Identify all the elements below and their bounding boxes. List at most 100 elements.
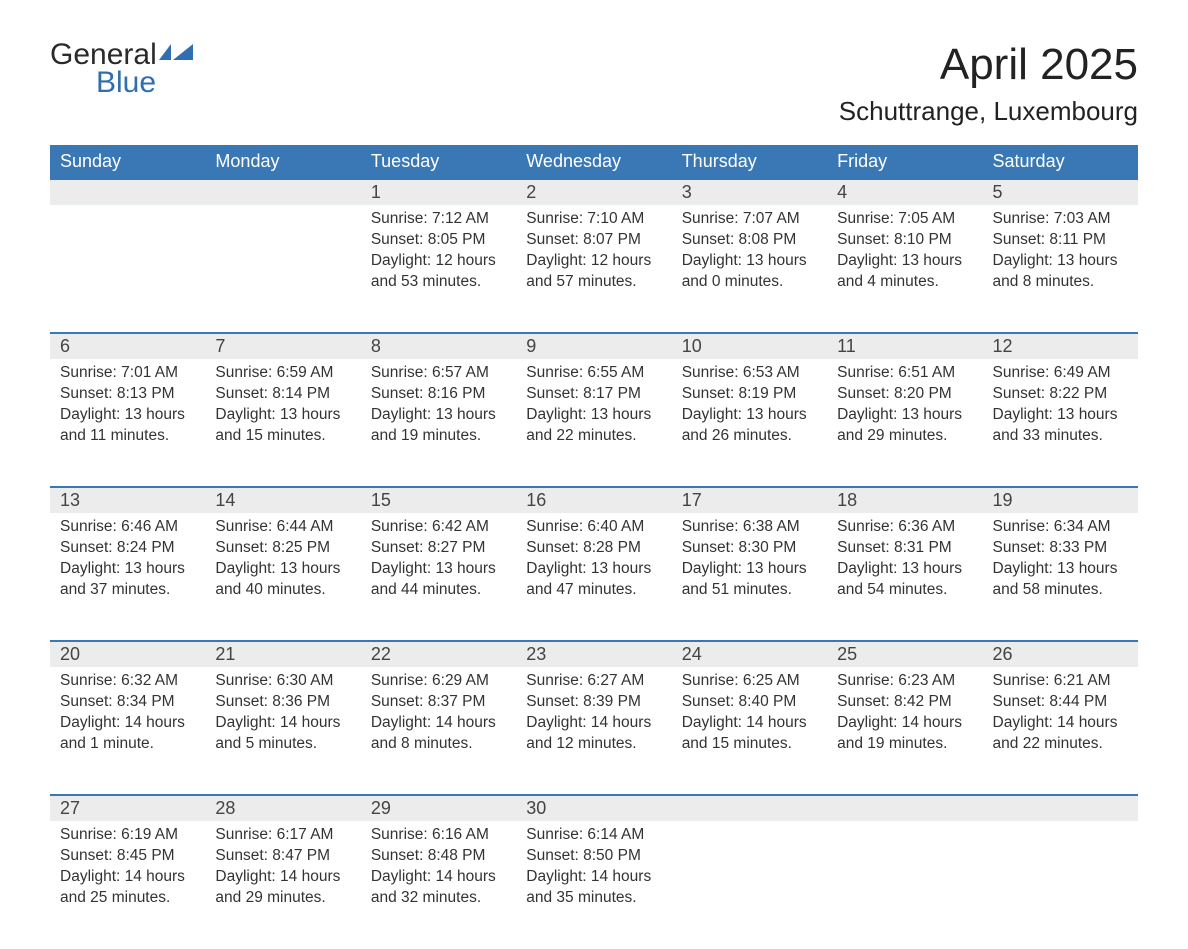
sunrise-line: Sunrise: 6:44 AM: [215, 517, 350, 538]
sunrise-line: Sunrise: 6:53 AM: [682, 363, 817, 384]
daylight-line: Daylight: 13 hours and 51 minutes.: [682, 559, 817, 601]
daylight-line: Daylight: 14 hours and 1 minute.: [60, 713, 195, 755]
daylight-line: Daylight: 14 hours and 15 minutes.: [682, 713, 817, 755]
day-content-cell: Sunrise: 7:12 AMSunset: 8:05 PMDaylight:…: [361, 205, 516, 333]
sunset-line: Sunset: 8:17 PM: [526, 384, 661, 405]
day-content-cell: Sunrise: 6:57 AMSunset: 8:16 PMDaylight:…: [361, 359, 516, 487]
sunrise-line: Sunrise: 6:51 AM: [837, 363, 972, 384]
sunrise-line: Sunrise: 7:10 AM: [526, 209, 661, 230]
day-number-cell: [50, 179, 205, 205]
logo: General Blue: [50, 40, 193, 98]
day-content-cell: Sunrise: 6:38 AMSunset: 8:30 PMDaylight:…: [672, 513, 827, 641]
daylight-line: Daylight: 13 hours and 29 minutes.: [837, 405, 972, 447]
sunrise-line: Sunrise: 6:16 AM: [371, 825, 506, 846]
day-number-cell: 21: [205, 641, 360, 667]
day-number-cell: 13: [50, 487, 205, 513]
sunrise-line: Sunrise: 7:03 AM: [993, 209, 1128, 230]
daylight-line: Daylight: 12 hours and 53 minutes.: [371, 251, 506, 293]
sunset-line: Sunset: 8:40 PM: [682, 692, 817, 713]
day-number-cell: 28: [205, 795, 360, 821]
day-content-cell: Sunrise: 7:03 AMSunset: 8:11 PMDaylight:…: [983, 205, 1138, 333]
day-number-cell: 18: [827, 487, 982, 513]
day-content-cell: Sunrise: 7:10 AMSunset: 8:07 PMDaylight:…: [516, 205, 671, 333]
day-number-cell: 25: [827, 641, 982, 667]
day-number-cell: 6: [50, 333, 205, 359]
sunset-line: Sunset: 8:31 PM: [837, 538, 972, 559]
day-content-cell: Sunrise: 7:07 AMSunset: 8:08 PMDaylight:…: [672, 205, 827, 333]
day-number-cell: 15: [361, 487, 516, 513]
day-content-cell: [827, 821, 982, 949]
sunset-line: Sunset: 8:14 PM: [215, 384, 350, 405]
sunrise-line: Sunrise: 6:29 AM: [371, 671, 506, 692]
location-label: Schuttrange, Luxembourg: [839, 96, 1138, 127]
sunrise-line: Sunrise: 6:49 AM: [993, 363, 1128, 384]
sunrise-line: Sunrise: 6:38 AM: [682, 517, 817, 538]
sunrise-line: Sunrise: 6:36 AM: [837, 517, 972, 538]
day-content-cell: Sunrise: 6:36 AMSunset: 8:31 PMDaylight:…: [827, 513, 982, 641]
sunrise-line: Sunrise: 6:25 AM: [682, 671, 817, 692]
day-number-cell: 9: [516, 333, 671, 359]
day-content-cell: Sunrise: 6:14 AMSunset: 8:50 PMDaylight:…: [516, 821, 671, 949]
day-number-cell: 14: [205, 487, 360, 513]
day-content-cell: Sunrise: 6:19 AMSunset: 8:45 PMDaylight:…: [50, 821, 205, 949]
sunset-line: Sunset: 8:34 PM: [60, 692, 195, 713]
day-number-cell: [827, 795, 982, 821]
sunrise-line: Sunrise: 6:19 AM: [60, 825, 195, 846]
day-content-cell: Sunrise: 6:53 AMSunset: 8:19 PMDaylight:…: [672, 359, 827, 487]
weekday-header: Tuesday: [361, 145, 516, 179]
sunset-line: Sunset: 8:13 PM: [60, 384, 195, 405]
daylight-line: Daylight: 13 hours and 22 minutes.: [526, 405, 661, 447]
sunset-line: Sunset: 8:50 PM: [526, 846, 661, 867]
sunrise-line: Sunrise: 7:05 AM: [837, 209, 972, 230]
sunset-line: Sunset: 8:37 PM: [371, 692, 506, 713]
daylight-line: Daylight: 13 hours and 19 minutes.: [371, 405, 506, 447]
day-content-cell: Sunrise: 6:29 AMSunset: 8:37 PMDaylight:…: [361, 667, 516, 795]
day-content-cell: Sunrise: 6:40 AMSunset: 8:28 PMDaylight:…: [516, 513, 671, 641]
daylight-line: Daylight: 14 hours and 32 minutes.: [371, 867, 506, 909]
day-content-cell: Sunrise: 6:42 AMSunset: 8:27 PMDaylight:…: [361, 513, 516, 641]
sunrise-line: Sunrise: 6:32 AM: [60, 671, 195, 692]
day-content-cell: [672, 821, 827, 949]
sunrise-line: Sunrise: 6:42 AM: [371, 517, 506, 538]
daylight-line: Daylight: 13 hours and 0 minutes.: [682, 251, 817, 293]
sunrise-line: Sunrise: 7:12 AM: [371, 209, 506, 230]
sunrise-line: Sunrise: 6:17 AM: [215, 825, 350, 846]
day-number-cell: 27: [50, 795, 205, 821]
sunset-line: Sunset: 8:05 PM: [371, 230, 506, 251]
day-number-cell: 10: [672, 333, 827, 359]
sunset-line: Sunset: 8:10 PM: [837, 230, 972, 251]
day-number-cell: 8: [361, 333, 516, 359]
daylight-line: Daylight: 14 hours and 8 minutes.: [371, 713, 506, 755]
sunrise-line: Sunrise: 6:57 AM: [371, 363, 506, 384]
sunset-line: Sunset: 8:30 PM: [682, 538, 817, 559]
day-content-cell: Sunrise: 6:51 AMSunset: 8:20 PMDaylight:…: [827, 359, 982, 487]
day-number-cell: 19: [983, 487, 1138, 513]
daylight-line: Daylight: 14 hours and 22 minutes.: [993, 713, 1128, 755]
day-content-cell: [983, 821, 1138, 949]
daylight-line: Daylight: 12 hours and 57 minutes.: [526, 251, 661, 293]
page-title: April 2025: [839, 40, 1138, 90]
weekday-header: Sunday: [50, 145, 205, 179]
day-number-cell: 4: [827, 179, 982, 205]
daylight-line: Daylight: 13 hours and 26 minutes.: [682, 405, 817, 447]
day-number-cell: 16: [516, 487, 671, 513]
daylight-line: Daylight: 13 hours and 11 minutes.: [60, 405, 195, 447]
day-content-cell: Sunrise: 6:23 AMSunset: 8:42 PMDaylight:…: [827, 667, 982, 795]
daylight-line: Daylight: 14 hours and 35 minutes.: [526, 867, 661, 909]
day-number-cell: 30: [516, 795, 671, 821]
sunrise-line: Sunrise: 6:27 AM: [526, 671, 661, 692]
day-number-cell: 20: [50, 641, 205, 667]
day-content-cell: Sunrise: 6:27 AMSunset: 8:39 PMDaylight:…: [516, 667, 671, 795]
day-content-cell: Sunrise: 6:34 AMSunset: 8:33 PMDaylight:…: [983, 513, 1138, 641]
sunset-line: Sunset: 8:07 PM: [526, 230, 661, 251]
day-number-cell: 5: [983, 179, 1138, 205]
sunset-line: Sunset: 8:24 PM: [60, 538, 195, 559]
day-content-cell: Sunrise: 6:21 AMSunset: 8:44 PMDaylight:…: [983, 667, 1138, 795]
day-number-cell: [205, 179, 360, 205]
daylight-line: Daylight: 13 hours and 47 minutes.: [526, 559, 661, 601]
sunset-line: Sunset: 8:19 PM: [682, 384, 817, 405]
day-content-cell: Sunrise: 7:05 AMSunset: 8:10 PMDaylight:…: [827, 205, 982, 333]
sunset-line: Sunset: 8:36 PM: [215, 692, 350, 713]
daylight-line: Daylight: 13 hours and 33 minutes.: [993, 405, 1128, 447]
sunset-line: Sunset: 8:47 PM: [215, 846, 350, 867]
